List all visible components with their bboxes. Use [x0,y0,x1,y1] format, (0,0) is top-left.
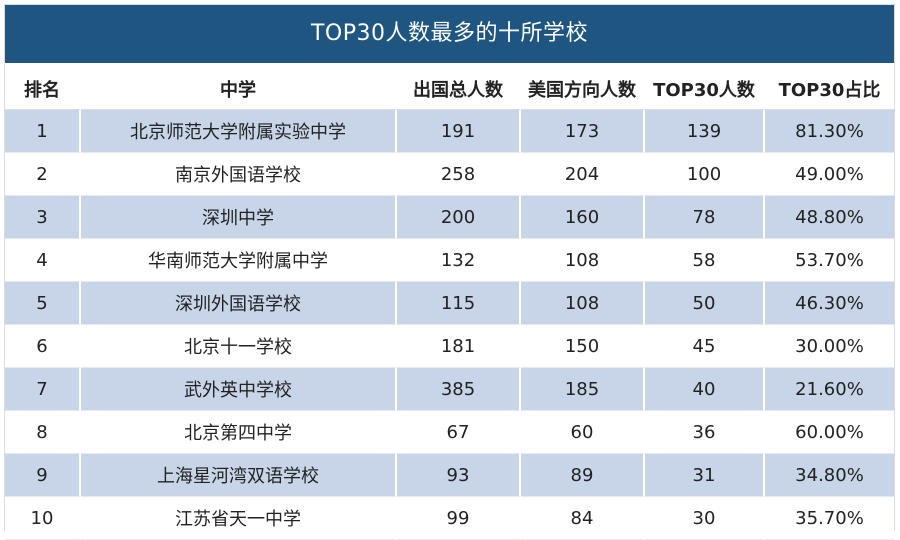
cell-top30-ratio: 35.70% [765,497,894,540]
column-header-rank: 排名 [5,69,81,110]
cell-top30-count: 139 [645,110,765,153]
cell-total-abroad: 67 [397,411,521,454]
cell-rank: 9 [5,454,81,497]
column-header-top30-ratio: TOP30占比 [765,69,894,110]
school-table: 排名 中学 出国总人数 美国方向人数 TOP30人数 TOP30占比 1 北京师… [5,69,894,540]
table-row: 10 江苏省天一中学 99 84 30 35.70% [5,497,894,540]
cell-school: 北京十一学校 [81,325,397,368]
header-row: 排名 中学 出国总人数 美国方向人数 TOP30人数 TOP30占比 [5,69,894,110]
cell-school: 武外英中学校 [81,368,397,411]
cell-top30-count: 36 [645,411,765,454]
cell-top30-ratio: 60.00% [765,411,894,454]
cell-rank: 6 [5,325,81,368]
cell-top30-ratio: 49.00% [765,153,894,196]
cell-us-direction: 84 [521,497,645,540]
cell-us-direction: 204 [521,153,645,196]
cell-total-abroad: 99 [397,497,521,540]
table-row: 1 北京师范大学附属实验中学 191 173 139 81.30% [5,110,894,153]
cell-top30-ratio: 34.80% [765,454,894,497]
cell-us-direction: 108 [521,239,645,282]
column-header-school: 中学 [81,69,397,110]
table-row: 2 南京外国语学校 258 204 100 49.00% [5,153,894,196]
table-row: 9 上海星河湾双语学校 93 89 31 34.80% [5,454,894,497]
cell-school: 北京师范大学附属实验中学 [81,110,397,153]
table-row: 5 深圳外国语学校 115 108 50 46.30% [5,282,894,325]
cell-total-abroad: 200 [397,196,521,239]
cell-school: 华南师范大学附属中学 [81,239,397,282]
cell-us-direction: 108 [521,282,645,325]
cell-top30-ratio: 30.00% [765,325,894,368]
cell-top30-ratio: 48.80% [765,196,894,239]
cell-us-direction: 185 [521,368,645,411]
cell-rank: 2 [5,153,81,196]
cell-rank: 3 [5,196,81,239]
cell-us-direction: 60 [521,411,645,454]
table-row: 6 北京十一学校 181 150 45 30.00% [5,325,894,368]
cell-total-abroad: 385 [397,368,521,411]
cell-total-abroad: 258 [397,153,521,196]
cell-top30-count: 100 [645,153,765,196]
cell-top30-count: 50 [645,282,765,325]
cell-top30-count: 78 [645,196,765,239]
cell-top30-count: 40 [645,368,765,411]
cell-total-abroad: 132 [397,239,521,282]
column-header-top30-count: TOP30人数 [645,69,765,110]
cell-top30-ratio: 81.30% [765,110,894,153]
cell-us-direction: 160 [521,196,645,239]
cell-school: 上海星河湾双语学校 [81,454,397,497]
cell-top30-ratio: 21.60% [765,368,894,411]
table-frame: TOP30人数最多的十所学校 排名 中学 出国总人数 美国方向人数 TOP30人… [4,4,895,540]
cell-top30-ratio: 53.70% [765,239,894,282]
cell-school: 北京第四中学 [81,411,397,454]
cell-school: 江苏省天一中学 [81,497,397,540]
table-title: TOP30人数最多的十所学校 [5,5,894,63]
cell-top30-count: 45 [645,325,765,368]
cell-rank: 1 [5,110,81,153]
cell-rank: 5 [5,282,81,325]
cell-top30-ratio: 46.30% [765,282,894,325]
cell-us-direction: 89 [521,454,645,497]
cell-rank: 10 [5,497,81,540]
cell-top30-count: 30 [645,497,765,540]
cell-rank: 8 [5,411,81,454]
cell-us-direction: 173 [521,110,645,153]
cell-top30-count: 58 [645,239,765,282]
table-row: 3 深圳中学 200 160 78 48.80% [5,196,894,239]
cell-total-abroad: 191 [397,110,521,153]
cell-us-direction: 150 [521,325,645,368]
cell-school: 深圳外国语学校 [81,282,397,325]
cell-rank: 4 [5,239,81,282]
cell-school: 南京外国语学校 [81,153,397,196]
cell-total-abroad: 181 [397,325,521,368]
cell-total-abroad: 115 [397,282,521,325]
cell-top30-count: 31 [645,454,765,497]
table-row: 8 北京第四中学 67 60 36 60.00% [5,411,894,454]
cell-rank: 7 [5,368,81,411]
column-header-total-abroad: 出国总人数 [397,69,521,110]
column-header-us-direction: 美国方向人数 [521,69,645,110]
cell-total-abroad: 93 [397,454,521,497]
table-row: 7 武外英中学校 385 185 40 21.60% [5,368,894,411]
cell-school: 深圳中学 [81,196,397,239]
table-row: 4 华南师范大学附属中学 132 108 58 53.70% [5,239,894,282]
